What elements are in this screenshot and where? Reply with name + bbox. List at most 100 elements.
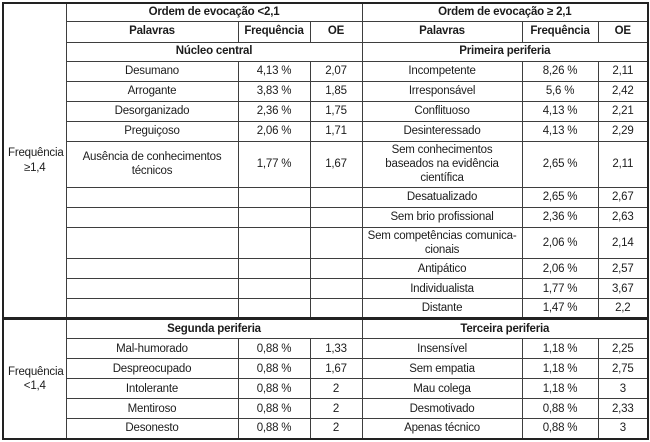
- word-cell: Apenas técnico: [361, 418, 523, 440]
- section-title-nucleo-central: Núcleo central: [65, 41, 363, 62]
- table-row: Desorganizado 2,36 % 1,75 Conflituoso 4,…: [3, 100, 649, 122]
- right-half-header: Ordem de evocação ≥ 2,1: [361, 2, 649, 22]
- word-cell: Despreocupado: [65, 358, 239, 380]
- oe-cell: 2: [309, 378, 363, 400]
- word-cell: Arrogante: [65, 80, 239, 102]
- table-row: Individualista 1,77 % 3,67: [3, 278, 649, 300]
- word-cell: Intolerante: [65, 378, 239, 400]
- oe-cell: 1,33: [309, 338, 363, 360]
- oe-cell: 2,07: [309, 60, 363, 82]
- word-cell: Desinteressado: [361, 120, 523, 142]
- freq-group-label-top: Frequência ≥1,4: [2, 2, 67, 320]
- empty-cell: [309, 298, 363, 320]
- freq-cell: 2,65 %: [521, 140, 599, 188]
- oe-cell: 3,67: [597, 278, 649, 300]
- word-cell: Desorganizado: [65, 100, 239, 122]
- oe-cell: 1,67: [309, 140, 363, 188]
- word-cell: Mal-humorado: [65, 338, 239, 360]
- freq-cell: 2,36 %: [237, 100, 311, 122]
- word-cell: Irresponsável: [361, 80, 523, 102]
- word-cell: Antipático: [361, 258, 523, 280]
- freq-cell: 1,18 %: [521, 358, 599, 380]
- oe-cell: 2,25: [597, 338, 649, 360]
- word-cell: Incompetente: [361, 60, 523, 82]
- freq-cell: 1,18 %: [521, 378, 599, 400]
- freq-cell: 0,88 %: [237, 338, 311, 360]
- empty-cell: [65, 186, 239, 208]
- freq-label-line2: <1,4: [23, 380, 46, 393]
- word-cell: Conflituoso: [361, 100, 523, 122]
- freq-cell: 4,13 %: [521, 120, 599, 142]
- oe-cell: 2,29: [597, 120, 649, 142]
- word-cell: Mentiroso: [65, 398, 239, 420]
- word-cell: Preguiçoso: [65, 120, 239, 142]
- freq-cell: 1,18 %: [521, 338, 599, 360]
- freq-cell: 4,13 %: [521, 100, 599, 122]
- oe-cell: 2,21: [597, 100, 649, 122]
- word-cell: Individualista: [361, 278, 523, 300]
- freq-cell: 0,88 %: [521, 398, 599, 420]
- table-row: Sem brio profissional 2,36 % 2,63: [3, 206, 649, 228]
- freq-cell: 4,13 %: [237, 60, 311, 82]
- oe-cell: 3: [597, 378, 649, 400]
- word-cell: Desmotivado: [361, 398, 523, 420]
- freq-cell: 2,06 %: [521, 226, 599, 260]
- freq-cell: 0,88 %: [521, 418, 599, 440]
- empty-cell: [309, 258, 363, 280]
- section-title-segunda-periferia: Segunda periferia: [65, 317, 363, 340]
- freq-cell: 0,88 %: [237, 398, 311, 420]
- oe-cell: 1,75: [309, 100, 363, 122]
- empty-cell: [309, 226, 363, 260]
- freq-label-line2: ≥1,4: [24, 161, 46, 174]
- table-row: Desatualizado 2,65 % 2,67: [3, 186, 649, 208]
- freq-label-line1: Frequência: [8, 365, 64, 378]
- empty-cell: [237, 186, 311, 208]
- word-cell: Distante: [361, 298, 523, 320]
- word-cell: Desatualizado: [361, 186, 523, 208]
- word-cell: Sem conhecimentos baseados na evidência …: [361, 140, 523, 188]
- oe-cell: 2,2: [597, 298, 649, 320]
- freq-cell: 5,6 %: [521, 80, 599, 102]
- oe-cell: 2,11: [597, 140, 649, 188]
- table-row: Desumano 4,13 % 2,07 Incompetente 8,26 %…: [3, 60, 649, 82]
- col-header-freq-left: Frequência: [237, 20, 311, 43]
- word-cell: Mau colega: [361, 378, 523, 400]
- freq-cell: 2,06 %: [237, 120, 311, 142]
- oe-cell: 3: [597, 418, 649, 440]
- table-row: Arrogante 3,83 % 1,85 Irresponsável 5,6 …: [3, 80, 649, 102]
- empty-cell: [309, 278, 363, 300]
- word-cell: Sem empatia: [361, 358, 523, 380]
- col-header-oe-right: OE: [597, 20, 649, 43]
- oe-cell: 2: [309, 418, 363, 440]
- word-cell: Insensível: [361, 338, 523, 360]
- freq-cell: 2,65 %: [521, 186, 599, 208]
- word-cell: Ausência de conhecimentos técnicos: [65, 140, 239, 188]
- col-header-word-right: Palavras: [361, 20, 523, 43]
- freq-cell: 1,47 %: [521, 298, 599, 320]
- oe-cell: 2,63: [597, 206, 649, 228]
- word-cell: Sem brio profissional: [361, 206, 523, 228]
- table-row: Distante 1,47 % 2,2: [3, 298, 649, 320]
- empty-cell: [65, 298, 239, 320]
- section-title-primeira-periferia: Primeira periferia: [361, 41, 649, 62]
- oe-cell: 2,75: [597, 358, 649, 380]
- oe-cell: 2: [309, 398, 363, 420]
- oe-cell: 2,11: [597, 60, 649, 82]
- left-half-header: Ordem de evocação <2,1: [65, 2, 363, 22]
- freq-group-label-bottom: Frequência <1,4: [2, 317, 67, 440]
- oe-cell: 1,85: [309, 80, 363, 102]
- freq-cell: 1,77 %: [521, 278, 599, 300]
- freq-cell: 2,36 %: [521, 206, 599, 228]
- freq-cell: 3,83 %: [237, 80, 311, 102]
- oe-cell: 2,57: [597, 258, 649, 280]
- freq-cell: 0,88 %: [237, 418, 311, 440]
- table-row: Ausência de conhecimentos técnicos 1,77 …: [3, 140, 649, 188]
- empty-cell: [309, 186, 363, 208]
- empty-cell: [309, 206, 363, 228]
- freq-cell: 2,06 %: [521, 258, 599, 280]
- freq-cell: 8,26 %: [521, 60, 599, 82]
- empty-cell: [237, 258, 311, 280]
- oe-cell: 2,14: [597, 226, 649, 260]
- oe-cell: 1,67: [309, 358, 363, 380]
